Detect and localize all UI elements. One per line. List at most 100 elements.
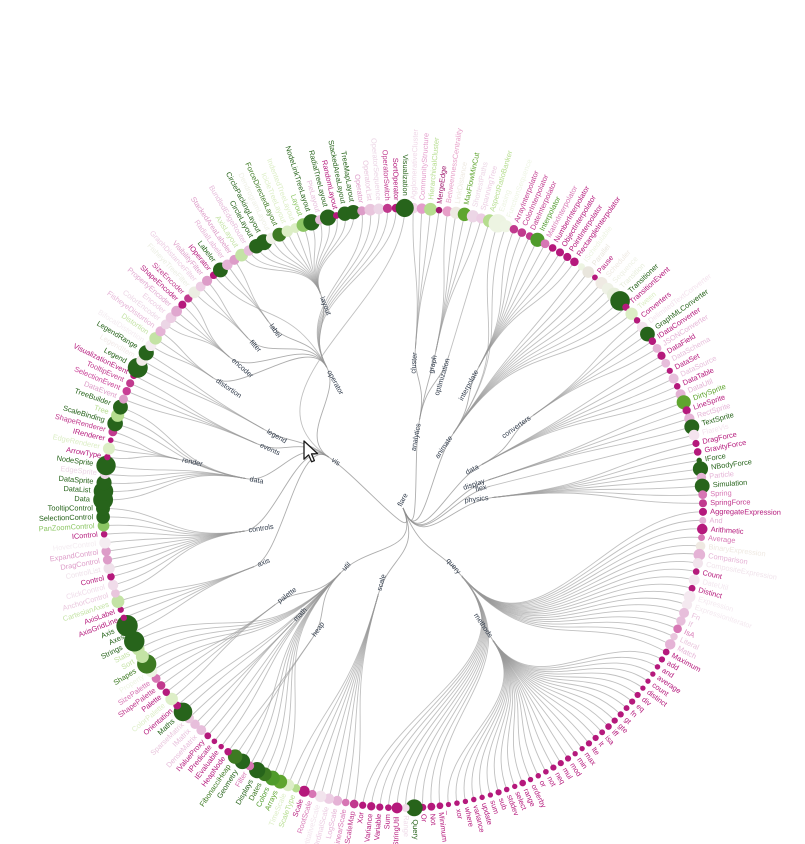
tree-leaf-label[interactable]: lt	[597, 740, 606, 749]
tree-leaf-label[interactable]: Not	[428, 813, 438, 825]
tree-leaf-node[interactable]	[665, 639, 676, 650]
tree-leaf-node[interactable]	[122, 386, 131, 396]
tree-branch-label[interactable]: heap	[310, 620, 327, 638]
tree-leaf-node[interactable]	[692, 439, 700, 448]
tree-leaf-node[interactable]	[487, 792, 494, 798]
tree-leaf-node[interactable]	[688, 429, 700, 441]
tree-leaf-label[interactable]: Count	[702, 568, 723, 581]
tree-leaf-label[interactable]: OperatorList	[361, 160, 374, 201]
tree-leaf-node[interactable]	[201, 275, 213, 286]
tree-leaf-node[interactable]	[111, 588, 120, 598]
tree-leaf-node[interactable]	[427, 802, 436, 811]
tree-leaf-node[interactable]	[698, 499, 708, 508]
tree-leaf-node[interactable]	[535, 773, 541, 779]
tree-leaf-node[interactable]	[564, 755, 572, 762]
tree-leaf-node[interactable]	[668, 373, 679, 384]
tree-leaf-label[interactable]: If	[687, 619, 695, 629]
tree-branch-label[interactable]: encoder	[230, 356, 256, 380]
tree-leaf-node[interactable]	[107, 579, 119, 591]
tree-leaf-node[interactable]	[654, 664, 661, 670]
tree-branch-label[interactable]: query	[444, 556, 463, 576]
tree-leaf-node[interactable]	[204, 732, 212, 740]
tree-branch-label[interactable]: controls	[248, 522, 275, 535]
tree-leaf-node[interactable]	[548, 244, 557, 252]
tree-branch-label[interactable]: scale	[374, 573, 387, 592]
tree-leaf-label[interactable]: iff	[610, 728, 621, 739]
tree-leaf-label[interactable]: And	[709, 516, 723, 526]
tree-branch-label[interactable]: flex	[474, 482, 487, 494]
tree-leaf-node[interactable]	[367, 802, 376, 811]
tree-leaf-node[interactable]	[570, 257, 579, 267]
tree-leaf-node[interactable]	[111, 595, 125, 608]
tree-leaf-node[interactable]	[540, 239, 550, 249]
tree-leaf-node[interactable]	[658, 656, 666, 663]
tree-leaf-node[interactable]	[519, 779, 526, 787]
tree-leaf-node[interactable]	[633, 317, 641, 324]
tree-leaf-node[interactable]	[652, 344, 662, 353]
tree-leaf-node[interactable]	[401, 804, 410, 812]
tree-leaf-label[interactable]: Or	[419, 814, 429, 823]
tree-leaf-node[interactable]	[676, 395, 691, 410]
tree-leaf-node[interactable]	[550, 764, 557, 771]
tree-leaf-node[interactable]	[499, 220, 512, 233]
tree-leaf-node[interactable]	[599, 729, 606, 736]
tree-leaf-label[interactable]: Simulation	[712, 478, 747, 490]
tree-leaf-node[interactable]	[162, 688, 170, 696]
tree-leaf-label[interactable]: Fn	[690, 611, 701, 622]
tree-leaf-node[interactable]	[314, 790, 327, 803]
tree-leaf-label[interactable]: IsA	[683, 627, 696, 640]
tree-leaf-node[interactable]	[126, 379, 135, 388]
tree-leaf-node[interactable]	[96, 475, 112, 491]
tree-leaf-node[interactable]	[648, 337, 657, 345]
tree-branch-label[interactable]: axis	[256, 556, 272, 569]
tree-leaf-label[interactable]: SelectionControl	[39, 512, 94, 523]
tree-leaf-node[interactable]	[116, 615, 138, 637]
tree-leaf-label[interactable]: Range	[402, 815, 411, 837]
tree-branch-label[interactable]: cluster	[408, 351, 419, 373]
tree-leaf-label[interactable]: Xor	[355, 811, 366, 824]
tree-leaf-node[interactable]	[683, 590, 696, 603]
tree-leaf-node[interactable]	[696, 523, 708, 535]
tree-leaf-node[interactable]	[119, 394, 128, 404]
tree-leaf-label[interactable]: AgglomerativeCluster	[409, 128, 420, 199]
tree-leaf-node[interactable]	[688, 584, 696, 592]
tree-leaf-node[interactable]	[698, 534, 705, 542]
tree-leaf-label[interactable]: StringUtil	[391, 816, 401, 844]
tree-leaf-node[interactable]	[211, 738, 218, 745]
tree-leaf-label[interactable]: Sum	[382, 814, 392, 830]
tree-leaf-label[interactable]: OperatorSwitch	[381, 149, 393, 200]
tree-branch-label[interactable]: events	[259, 441, 282, 458]
tree-leaf-label[interactable]: CommunityStructure	[417, 133, 430, 201]
tree-leaf-node[interactable]	[222, 259, 233, 271]
tree-branch-label[interactable]: animate	[433, 434, 455, 460]
tree-leaf-label[interactable]: _	[445, 809, 455, 816]
tree-branch-label[interactable]: converters	[500, 413, 533, 440]
tree-leaf-node[interactable]	[577, 263, 585, 271]
tree-leaf-node[interactable]	[682, 406, 691, 415]
tree-leaf-label[interactable]: AggregateExpression	[710, 507, 781, 517]
tree-leaf-node[interactable]	[693, 548, 706, 561]
tree-leaf-node[interactable]	[100, 530, 108, 538]
tree-leaf-node[interactable]	[692, 461, 709, 477]
tree-leaf-node[interactable]	[698, 507, 707, 516]
tree-leaf-label[interactable]: Variance	[362, 813, 374, 842]
tree-leaf-node[interactable]	[681, 599, 693, 610]
tree-leaf-node[interactable]	[650, 671, 656, 677]
tree-leaf-node[interactable]	[104, 453, 111, 461]
tree-leaf-node[interactable]	[156, 681, 166, 690]
tree-leaf-node[interactable]	[190, 719, 200, 729]
tree-leaf-node[interactable]	[332, 795, 343, 806]
labels-layer[interactable]: AgglomerativeClusterCommunityStructureHi…	[38, 127, 781, 844]
tree-branch-label[interactable]: data	[464, 462, 481, 477]
tree-leaf-node[interactable]	[165, 692, 178, 706]
tree-leaf-node[interactable]	[435, 206, 443, 214]
tree-leaf-label[interactable]: Visualization	[401, 154, 410, 195]
tree-leaf-node[interactable]	[640, 685, 646, 691]
tree-leaf-node[interactable]	[670, 632, 678, 641]
tree-branch-label[interactable]: data	[249, 474, 264, 485]
tree-leaf-label[interactable]: sub	[497, 797, 509, 811]
tree-leaf-label[interactable]: fn	[628, 708, 639, 719]
tree-leaf-node[interactable]	[101, 546, 111, 557]
tree-branch-label[interactable]: distortion	[214, 376, 243, 400]
